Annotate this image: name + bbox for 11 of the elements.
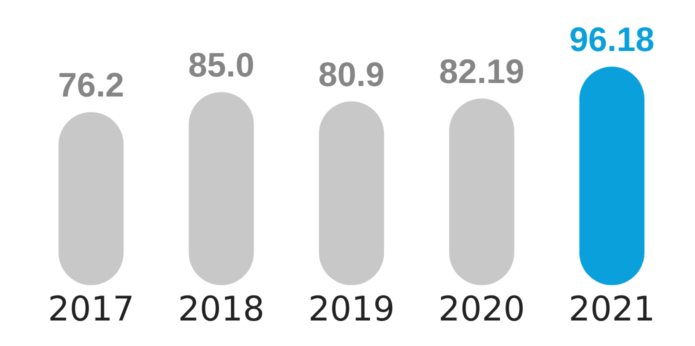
data-label: 80.9 bbox=[318, 56, 385, 94]
data-label: 85.0 bbox=[188, 46, 254, 84]
x-tick-label: 2020 bbox=[438, 289, 525, 330]
bar bbox=[579, 66, 644, 286]
data-label: 82.19 bbox=[439, 52, 524, 91]
x-tick-label: 2021 bbox=[568, 289, 656, 330]
x-tick-label: 2017 bbox=[48, 289, 134, 330]
data-label: 96.18 bbox=[569, 21, 654, 60]
x-tick-label: 2018 bbox=[178, 289, 265, 330]
data-label: 76.2 bbox=[58, 66, 124, 104]
x-tick-label: 2019 bbox=[308, 289, 395, 330]
